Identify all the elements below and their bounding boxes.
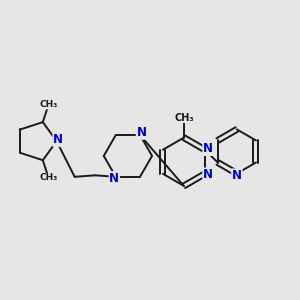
Text: CH₃: CH₃ <box>39 173 58 182</box>
Text: N: N <box>136 126 146 139</box>
Text: N: N <box>110 172 119 185</box>
Text: N: N <box>203 142 213 155</box>
Text: N: N <box>53 133 63 146</box>
Text: CH₃: CH₃ <box>39 100 58 109</box>
Text: CH₃: CH₃ <box>174 112 194 123</box>
Text: N: N <box>232 169 242 182</box>
Text: N: N <box>203 168 213 181</box>
